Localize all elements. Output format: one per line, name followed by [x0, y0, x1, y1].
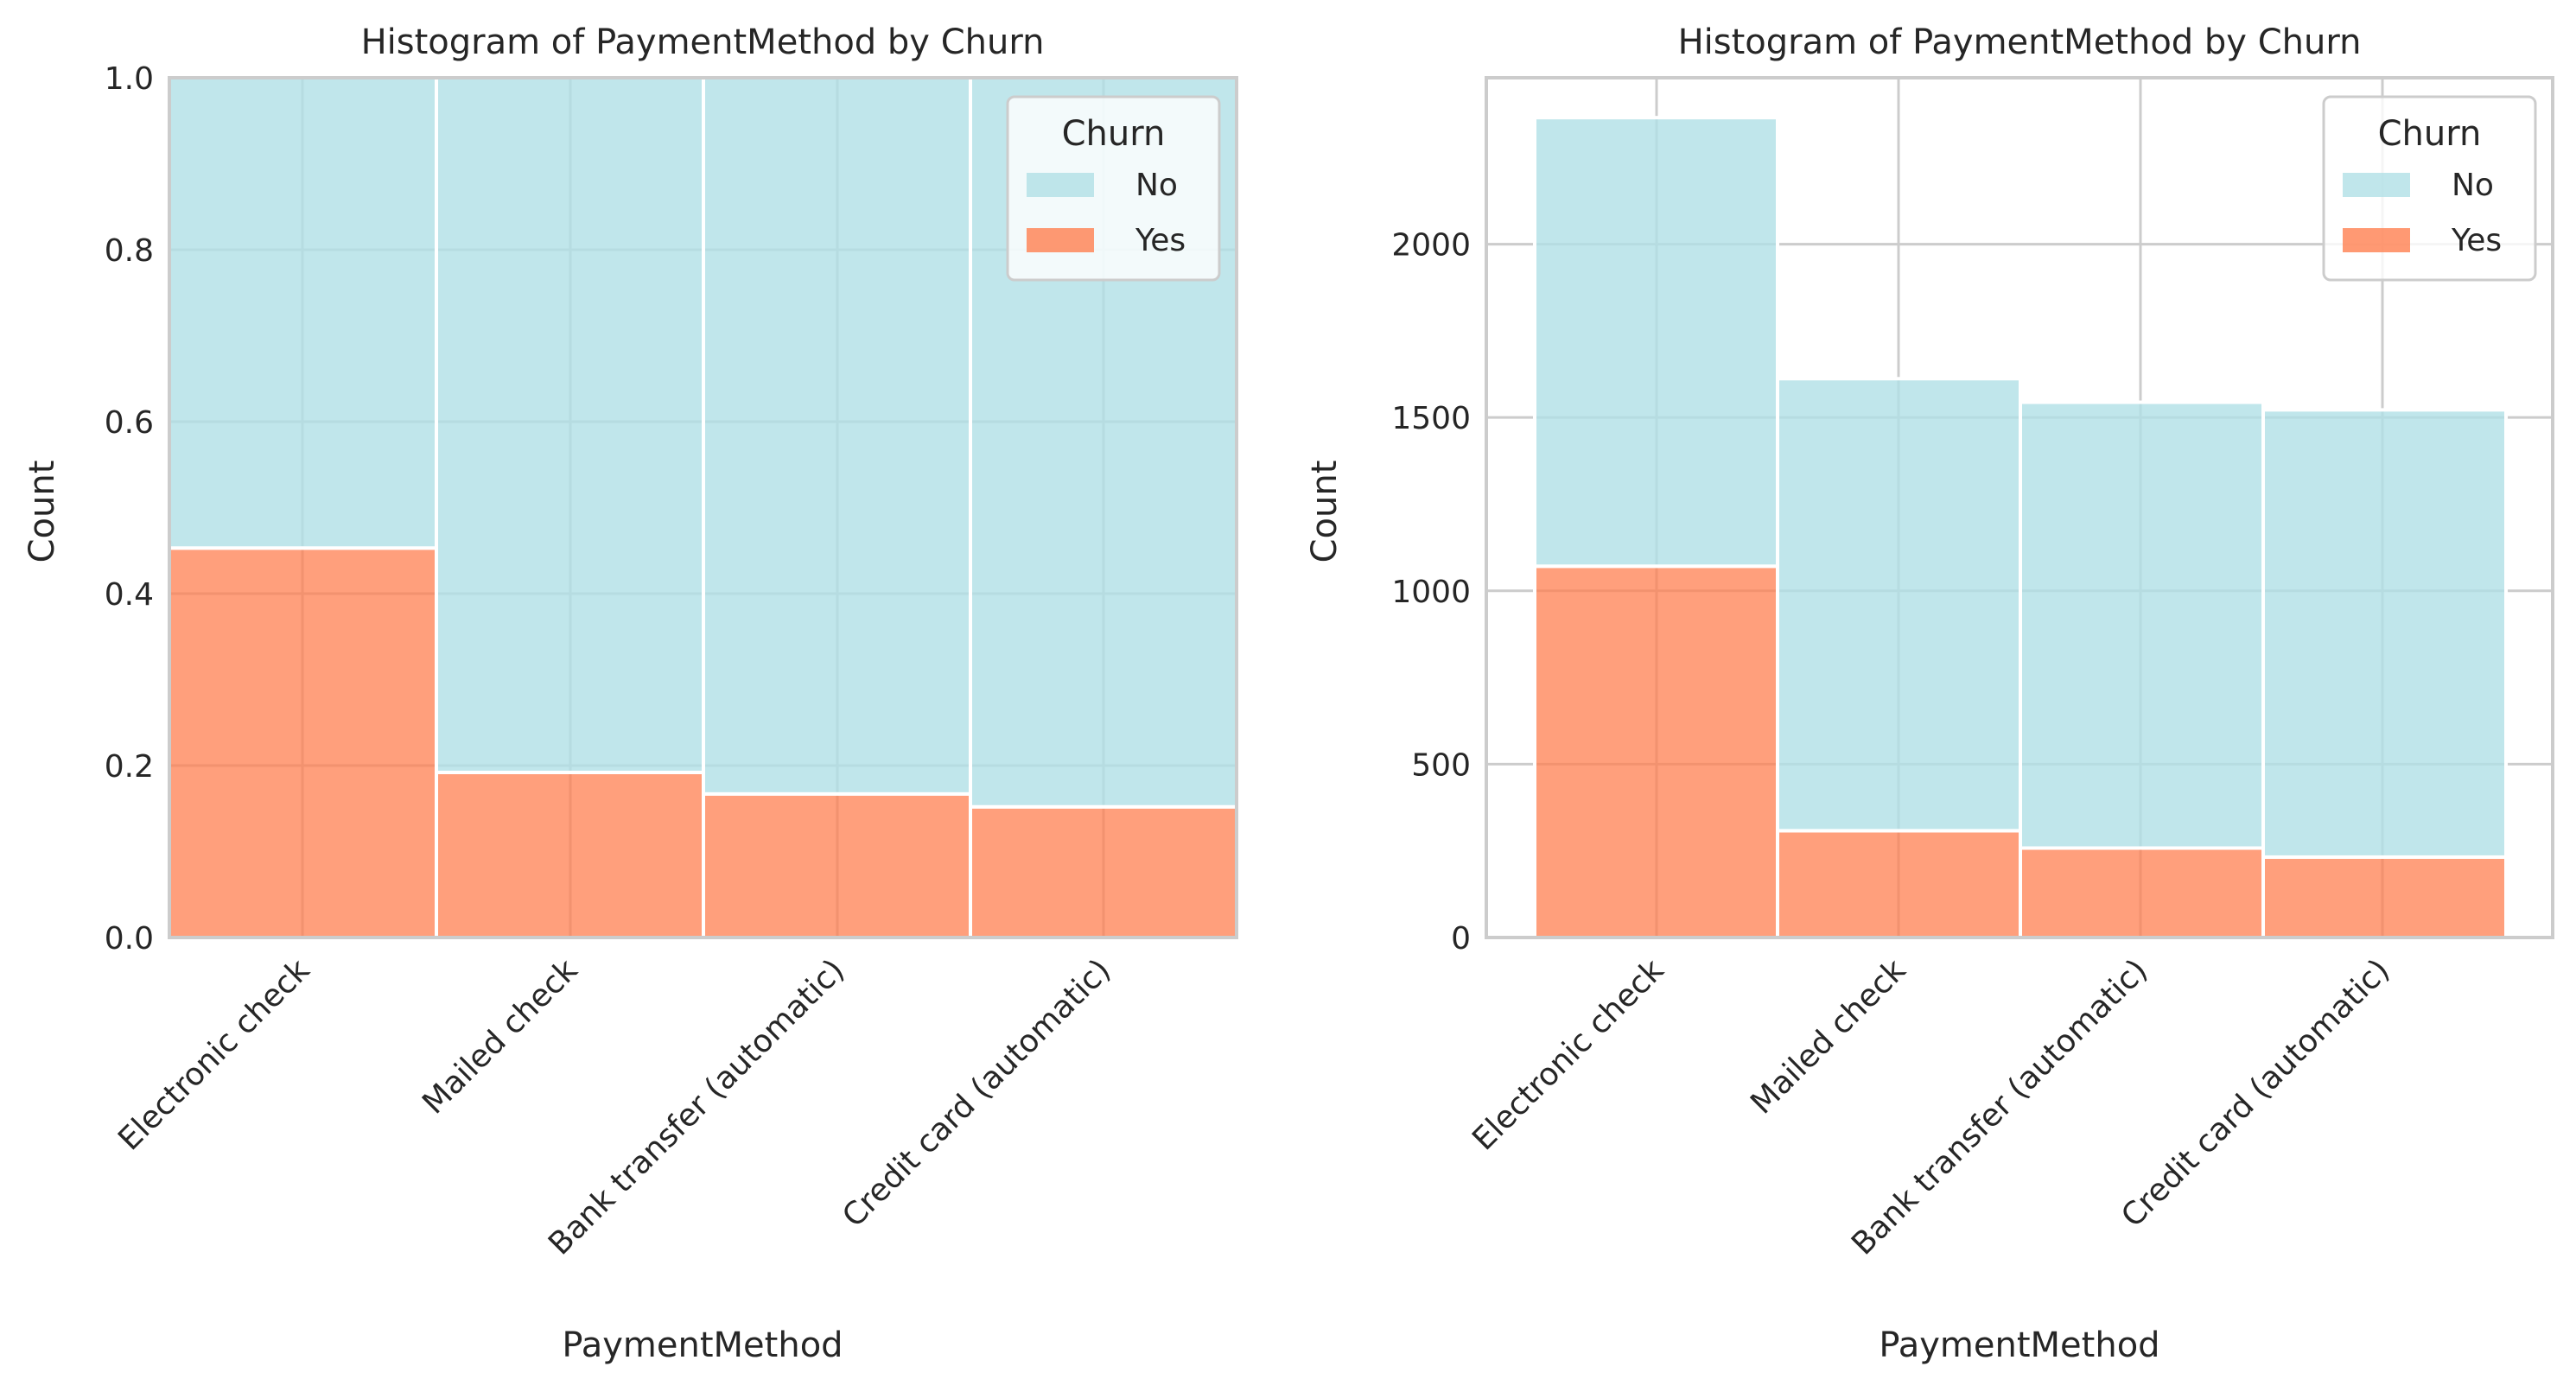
- x-tick-label: Credit card (automatic): [2115, 952, 2396, 1234]
- legend-label-yes: Yes: [2451, 223, 2502, 258]
- bar-no-2: [2019, 400, 2265, 850]
- bar-no-1: [1776, 377, 2022, 833]
- x-tick-label: Electronic check: [1466, 952, 1670, 1157]
- y-tick-label: 1500: [1391, 401, 1471, 436]
- bar-yes-1: [435, 770, 705, 940]
- legend: Churn No Yes: [1006, 95, 1221, 282]
- bar-yes-1: [1776, 829, 2022, 940]
- legend-swatch-no: [2343, 173, 2410, 197]
- bar-no-0: [1533, 116, 1779, 569]
- y-tick-label: 0: [1451, 921, 1471, 957]
- chart-title: Histogram of PaymentMethod by Churn: [361, 22, 1045, 62]
- y-axis-label: Count: [22, 461, 62, 563]
- legend-title: Churn: [2378, 114, 2482, 154]
- axes-frame: [1485, 76, 2554, 939]
- bar-no-0: [168, 76, 438, 550]
- bar-no-2: [702, 76, 972, 796]
- bar-no-3: [2261, 408, 2508, 859]
- legend-label-no: No: [2452, 168, 2494, 203]
- bar-no-1: [435, 76, 705, 774]
- axes-frame: [168, 76, 1238, 939]
- x-axis-label: PaymentMethod: [1879, 1325, 2159, 1365]
- y-tick-label: 0.0: [105, 921, 154, 957]
- y-axis-label: Count: [1305, 461, 1345, 563]
- y-tick-label: 500: [1411, 747, 1471, 783]
- y-tick-label: 0.2: [105, 749, 154, 785]
- axes-spines: [1485, 76, 2554, 939]
- legend-label-yes: Yes: [1135, 223, 1186, 258]
- bar-yes-2: [702, 791, 972, 940]
- chart-title: Histogram of PaymentMethod by Churn: [1678, 22, 2362, 62]
- x-tick-label: Bank transfer (automatic): [1845, 952, 2154, 1262]
- chart-right-counts: Histogram of PaymentMethod by Churn Paym…: [1305, 22, 2554, 1365]
- legend-swatch-yes: [2343, 228, 2410, 252]
- y-tick-labels: 0.0 0.2 0.4 0.6 0.8 1.0: [105, 61, 154, 957]
- x-tick-label: Mailed check: [1744, 952, 1912, 1121]
- legend-title: Churn: [1062, 114, 1166, 154]
- y-tick-label: 0.4: [105, 577, 154, 613]
- x-axis-label: PaymentMethod: [562, 1325, 843, 1365]
- legend: Churn No Yes: [2322, 95, 2537, 282]
- x-tick-label: Mailed check: [416, 952, 584, 1121]
- x-tick-label: Electronic check: [111, 952, 316, 1157]
- legend-label-no: No: [1135, 168, 1178, 203]
- bars: [1533, 116, 2508, 940]
- bar-yes-0: [168, 546, 438, 939]
- bar-yes-2: [2019, 846, 2265, 940]
- y-tick-label: 1.0: [105, 61, 154, 97]
- y-tick-labels: 0 500 1000 1500 2000: [1391, 228, 1471, 957]
- legend-swatch-yes: [1027, 228, 1094, 252]
- x-tick-label: Credit card (automatic): [836, 952, 1117, 1234]
- chart-left-normalized: Histogram of PaymentMethod by Churn Paym…: [22, 22, 1239, 1365]
- y-tick-label: 0.6: [105, 405, 154, 441]
- y-tick-label: 1000: [1391, 575, 1471, 610]
- bar-yes-0: [1533, 564, 1779, 939]
- bar-yes-3: [2261, 855, 2508, 940]
- y-tick-label: 0.8: [105, 233, 154, 269]
- bar-yes-3: [969, 804, 1239, 940]
- axes-spines: [168, 76, 1238, 939]
- y-tick-label: 2000: [1391, 228, 1471, 264]
- x-tick-label: Bank transfer (automatic): [542, 952, 851, 1262]
- legend-swatch-no: [1027, 173, 1094, 197]
